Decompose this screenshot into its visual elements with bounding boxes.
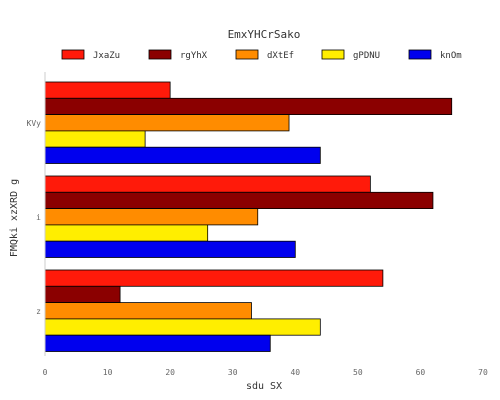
- y-category-label-z: z: [36, 307, 41, 316]
- bar-rgYhX-z: [44, 285, 121, 303]
- bar-JxaZu-KVy: [44, 81, 171, 99]
- legend-label-knOm: knOm: [440, 51, 462, 61]
- bar-rgYhX-i: [44, 191, 434, 210]
- bar-JxaZu-i: [44, 175, 371, 193]
- y-category-label-KVy: KVy: [27, 119, 42, 128]
- x-tick-label-30: 30: [228, 368, 238, 377]
- x-axis-ticks: 0 10 20 30 40 50 60 70: [43, 368, 488, 377]
- bar-dXtEf-z: [44, 302, 252, 320]
- legend-swatch-gPDNU: [321, 49, 345, 60]
- x-tick-label-10: 10: [103, 368, 113, 377]
- legend-swatch-knOm: [408, 49, 432, 60]
- bar-gPDNU-KVy: [44, 130, 146, 148]
- legend-swatch-JxaZu: [61, 49, 85, 60]
- bar-rgYhX-KVy: [44, 97, 453, 116]
- legend: JxaZu rgYhX dXtEf gPDNU knOm: [61, 49, 462, 61]
- legend-swatch-rgYhX: [148, 49, 172, 60]
- y-axis-label: FMQki xzXRD g: [9, 179, 20, 257]
- x-tick-label-60: 60: [416, 368, 426, 377]
- y-axis-categories: KVy i z: [27, 119, 42, 316]
- bar-knOm-KVy: [44, 146, 321, 164]
- bar-JxaZu-z: [44, 269, 384, 287]
- legend-label-gPDNU: gPDNU: [353, 51, 380, 61]
- x-tick-label-20: 20: [165, 368, 175, 377]
- bar-gPDNU-z: [44, 318, 321, 336]
- x-tick-label-0: 0: [43, 368, 48, 377]
- bar-dXtEf-KVy: [44, 114, 290, 132]
- legend-swatch-dXtEf: [235, 49, 259, 60]
- x-tick-label-70: 70: [478, 368, 488, 377]
- bar-knOm-z: [44, 334, 271, 352]
- bar-dXtEf-i: [44, 208, 259, 226]
- bars: [44, 81, 453, 352]
- bar-knOm-i: [44, 240, 296, 258]
- bar-gPDNU-i: [44, 224, 209, 242]
- legend-label-dXtEf: dXtEf: [267, 51, 294, 61]
- legend-label-JxaZu: JxaZu: [93, 51, 120, 61]
- x-tick-label-40: 40: [290, 368, 300, 377]
- y-category-label-i: i: [36, 213, 41, 222]
- legend-label-rgYhX: rgYhX: [180, 51, 208, 61]
- chart-title: EmxYHCrSako: [228, 28, 301, 41]
- x-axis-label: sdu SX: [246, 381, 282, 392]
- x-tick-label-50: 50: [353, 368, 363, 377]
